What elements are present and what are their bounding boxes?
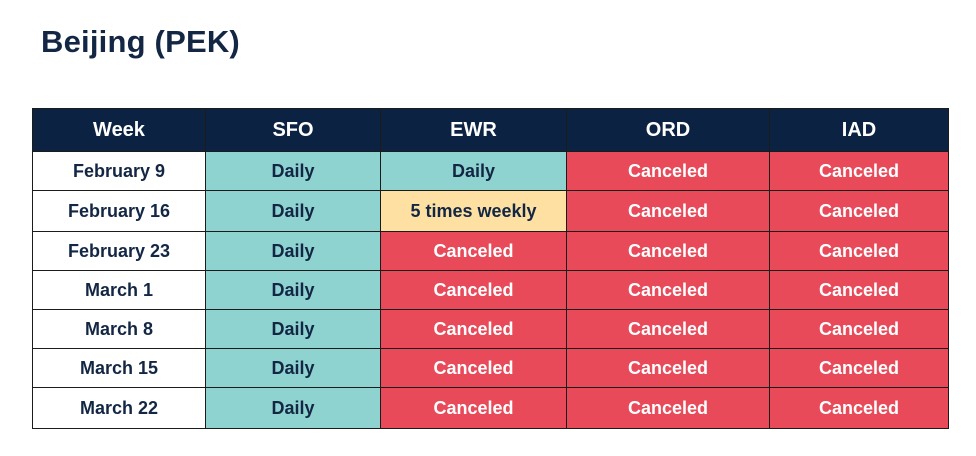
column-header-ord: ORD — [566, 108, 770, 152]
status-cell-sfo: Daily — [205, 309, 381, 349]
table-row: February 23 Daily Canceled Canceled Canc… — [32, 231, 949, 271]
week-cell: February 9 — [32, 151, 206, 191]
status-cell-ord: Canceled — [566, 309, 770, 349]
column-header-iad: IAD — [769, 108, 949, 152]
page-title: Beijing (PEK) — [41, 24, 240, 59]
status-cell-iad: Canceled — [769, 151, 949, 191]
status-cell-ewr: Daily — [380, 151, 567, 191]
status-cell-sfo: Daily — [205, 151, 381, 191]
table-row: March 15 Daily Canceled Canceled Cancele… — [32, 348, 949, 388]
week-cell: March 8 — [32, 309, 206, 349]
week-cell: March 15 — [32, 348, 206, 388]
week-cell: February 23 — [32, 231, 206, 271]
status-cell-iad: Canceled — [769, 190, 949, 232]
status-cell-iad: Canceled — [769, 309, 949, 349]
header-row: Week SFO EWR ORD IAD — [32, 108, 949, 152]
status-cell-ord: Canceled — [566, 348, 770, 388]
week-cell: March 1 — [32, 270, 206, 310]
week-cell: February 16 — [32, 190, 206, 232]
status-cell-ewr: 5 times weekly — [380, 190, 567, 232]
table-row: March 1 Daily Canceled Canceled Canceled — [32, 270, 949, 310]
status-cell-iad: Canceled — [769, 270, 949, 310]
status-cell-sfo: Daily — [205, 270, 381, 310]
status-cell-iad: Canceled — [769, 348, 949, 388]
table-body: February 9 Daily Daily Canceled Canceled… — [32, 151, 949, 429]
table-row: March 8 Daily Canceled Canceled Canceled — [32, 309, 949, 349]
status-cell-iad: Canceled — [769, 231, 949, 271]
column-header-ewr: EWR — [380, 108, 567, 152]
status-cell-ord: Canceled — [566, 270, 770, 310]
status-cell-ord: Canceled — [566, 231, 770, 271]
status-cell-sfo: Daily — [205, 387, 381, 429]
status-cell-ord: Canceled — [566, 151, 770, 191]
table-row: February 9 Daily Daily Canceled Canceled — [32, 151, 949, 191]
status-cell-ewr: Canceled — [380, 309, 567, 349]
status-cell-ewr: Canceled — [380, 387, 567, 429]
column-header-sfo: SFO — [205, 108, 381, 152]
status-cell-sfo: Daily — [205, 348, 381, 388]
table-header: Week SFO EWR ORD IAD — [32, 108, 949, 152]
status-cell-ewr: Canceled — [380, 270, 567, 310]
table-row: February 16 Daily 5 times weekly Cancele… — [32, 190, 949, 232]
column-header-week: Week — [32, 108, 206, 152]
status-cell-sfo: Daily — [205, 231, 381, 271]
week-cell: March 22 — [32, 387, 206, 429]
status-cell-ord: Canceled — [566, 387, 770, 429]
status-cell-ord: Canceled — [566, 190, 770, 232]
flight-schedule-table: Week SFO EWR ORD IAD February 9 Daily Da… — [32, 108, 949, 429]
status-cell-iad: Canceled — [769, 387, 949, 429]
status-cell-sfo: Daily — [205, 190, 381, 232]
status-cell-ewr: Canceled — [380, 231, 567, 271]
status-cell-ewr: Canceled — [380, 348, 567, 388]
table-row: March 22 Daily Canceled Canceled Cancele… — [32, 387, 949, 429]
